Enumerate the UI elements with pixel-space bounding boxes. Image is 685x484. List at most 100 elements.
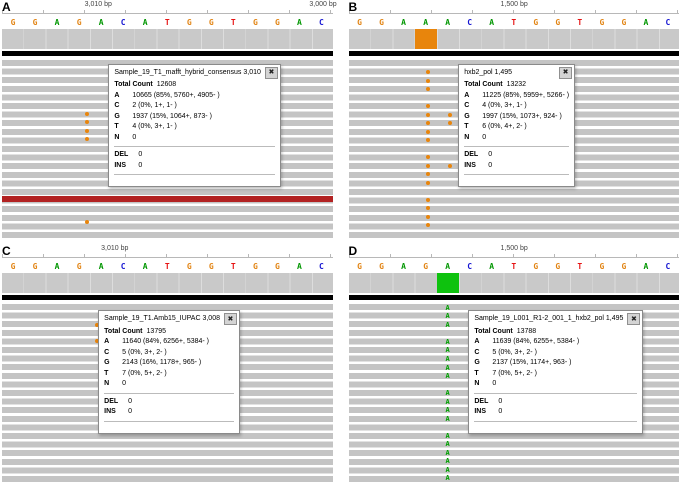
- reference-base: A: [401, 17, 406, 27]
- mismatch-dot: [425, 87, 430, 92]
- coverage-track[interactable]: [348, 29, 679, 49]
- ruler[interactable]: 1,500 bp: [348, 244, 679, 260]
- reference-base: T: [230, 261, 236, 271]
- mismatch-dot: [425, 171, 430, 176]
- discordant-read[interactable]: [2, 195, 333, 202]
- mismatch-dot: [425, 112, 430, 117]
- mismatch-base: A: [445, 320, 450, 329]
- reference-base: G: [32, 261, 38, 271]
- mismatch-dot: [84, 120, 89, 125]
- close-icon[interactable]: ✖: [627, 313, 641, 325]
- mismatch-dot: [84, 137, 89, 142]
- total-count-row: Total Count 13232: [464, 81, 527, 89]
- reference-base: G: [555, 261, 561, 271]
- total-count-row: Total Count 12608: [114, 81, 177, 89]
- panel-label: C: [2, 244, 11, 258]
- reference-base: G: [533, 261, 539, 271]
- del-row: DEL 0: [104, 397, 133, 405]
- close-icon[interactable]: ✖: [264, 66, 278, 79]
- reference-base: A: [297, 17, 302, 27]
- reference-base: T: [164, 261, 170, 271]
- reference-base: C: [665, 17, 671, 27]
- mismatch-dot: [425, 206, 430, 211]
- reference-base: G: [208, 261, 214, 271]
- coverage-track[interactable]: [2, 29, 333, 49]
- count-row: A 11640 (84%, 6256+, 5384- ): [104, 338, 210, 345]
- coverage-highlight: [414, 29, 437, 49]
- popup-divider: [464, 174, 570, 176]
- mismatch-dot: [94, 339, 99, 344]
- mismatch-dot: [447, 163, 452, 168]
- mismatch-dot: [425, 69, 430, 74]
- mismatch-base: A: [445, 363, 450, 372]
- ruler-label-center: 1,500 bp: [500, 245, 528, 252]
- popup-divider: [114, 146, 275, 148]
- reference-base: A: [445, 261, 451, 271]
- reference-base: G: [208, 17, 214, 27]
- panel-b: B 1,500 bp G G A A A C A T G G T G G A C ✖ hxb2_pol 1,…: [346, 0, 685, 240]
- reference-base: G: [10, 261, 16, 271]
- coverage-track[interactable]: [348, 273, 679, 293]
- mismatch-dot: [425, 155, 430, 160]
- popup-divider: [104, 420, 234, 422]
- reference-base: A: [54, 261, 60, 271]
- mismatch-dot: [425, 223, 430, 228]
- ruler[interactable]: 3,010 bp 3,000 bp: [2, 0, 337, 16]
- mismatch-base: A: [445, 457, 450, 466]
- popup-divider: [474, 420, 638, 422]
- mismatch-base: A: [445, 440, 450, 449]
- reference-base: A: [54, 17, 60, 27]
- reference-base: G: [357, 261, 362, 271]
- close-icon[interactable]: ✖: [559, 66, 573, 79]
- close-icon[interactable]: ✖: [223, 313, 237, 325]
- coverage-track[interactable]: [2, 273, 333, 293]
- reference-base: A: [445, 17, 451, 27]
- reference-base: C: [120, 17, 126, 27]
- ruler-ticks: [2, 10, 333, 14]
- reference-base: G: [599, 17, 605, 27]
- mismatch-dot: [84, 220, 89, 225]
- reference-base: T: [511, 261, 517, 271]
- ruler[interactable]: 3,010 bp: [2, 244, 333, 260]
- reference-base: G: [186, 261, 192, 271]
- mismatch-dot: [425, 137, 430, 142]
- total-count-row: Total Count 13795: [104, 327, 166, 335]
- count-row: A 11225 (85%, 5959+, 5266- ): [464, 91, 570, 99]
- mismatch-dot: [94, 322, 99, 327]
- del-row: DEL 0: [114, 151, 143, 159]
- track-separator: [348, 295, 679, 300]
- reference-base: A: [297, 261, 302, 271]
- reference-base: G: [621, 17, 627, 27]
- popup-divider: [114, 174, 275, 176]
- popup-divider: [474, 392, 638, 394]
- ins-row: INS 0: [474, 408, 503, 415]
- reference-base: G: [252, 17, 258, 27]
- mismatch-base: A: [445, 465, 450, 474]
- reference-base: C: [319, 17, 324, 27]
- del-row: DEL 0: [464, 151, 493, 159]
- reference-base: G: [555, 17, 561, 27]
- reference-base: C: [120, 261, 126, 271]
- mismatch-base: A: [445, 388, 450, 397]
- reference-base: A: [401, 261, 406, 271]
- mismatch-base: A: [445, 312, 450, 321]
- ins-row: INS 0: [104, 408, 133, 415]
- mismatch-base: A: [445, 406, 450, 415]
- mismatch-base: A: [445, 372, 450, 381]
- ruler[interactable]: 1,500 bp: [348, 0, 679, 16]
- ruler-ticks: [348, 10, 679, 14]
- reference-base: G: [10, 17, 16, 27]
- popup-divider: [104, 392, 234, 394]
- reference-base: T: [511, 17, 517, 27]
- count-row: G 1997 (15%, 1073+, 924- ): [464, 112, 562, 120]
